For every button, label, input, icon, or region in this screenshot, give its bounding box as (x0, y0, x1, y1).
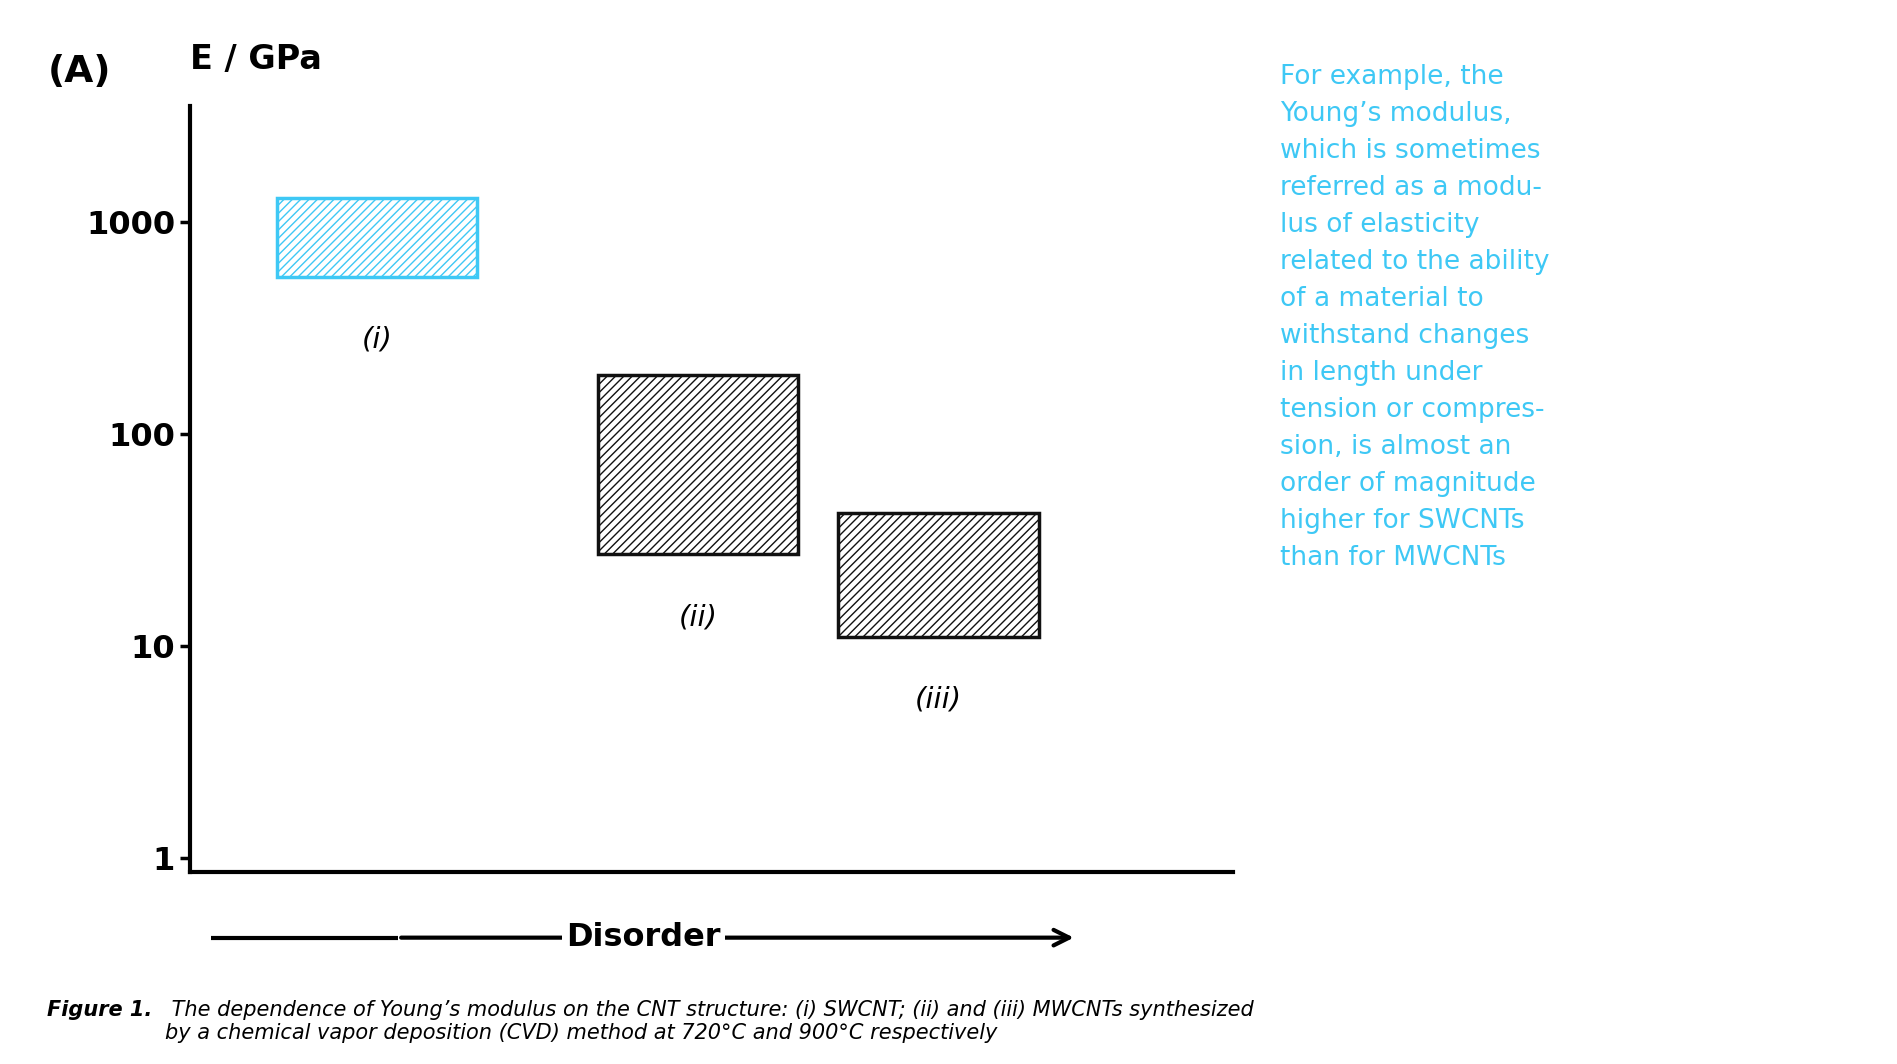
Text: (ii): (ii) (679, 603, 717, 631)
Bar (598, 375, 799, 554)
Bar (838, 514, 1040, 637)
Text: For example, the
Young’s modulus,
which is sometimes
referred as a modu-
lus of : For example, the Young’s modulus, which … (1280, 64, 1550, 571)
Text: E / GPa: E / GPa (190, 43, 322, 76)
Bar (277, 198, 478, 277)
Text: The dependence of Young’s modulus on the CNT structure: (i) SWCNT; (ii) and (iii: The dependence of Young’s modulus on the… (165, 1000, 1254, 1044)
Bar (598, 375, 799, 554)
Bar (277, 198, 478, 277)
Text: (iii): (iii) (914, 685, 962, 714)
Text: (A): (A) (47, 54, 110, 90)
Text: Disorder: Disorder (567, 922, 721, 953)
Text: (i): (i) (362, 326, 393, 353)
Bar (838, 514, 1040, 637)
Text: Figure 1.: Figure 1. (47, 1000, 152, 1020)
